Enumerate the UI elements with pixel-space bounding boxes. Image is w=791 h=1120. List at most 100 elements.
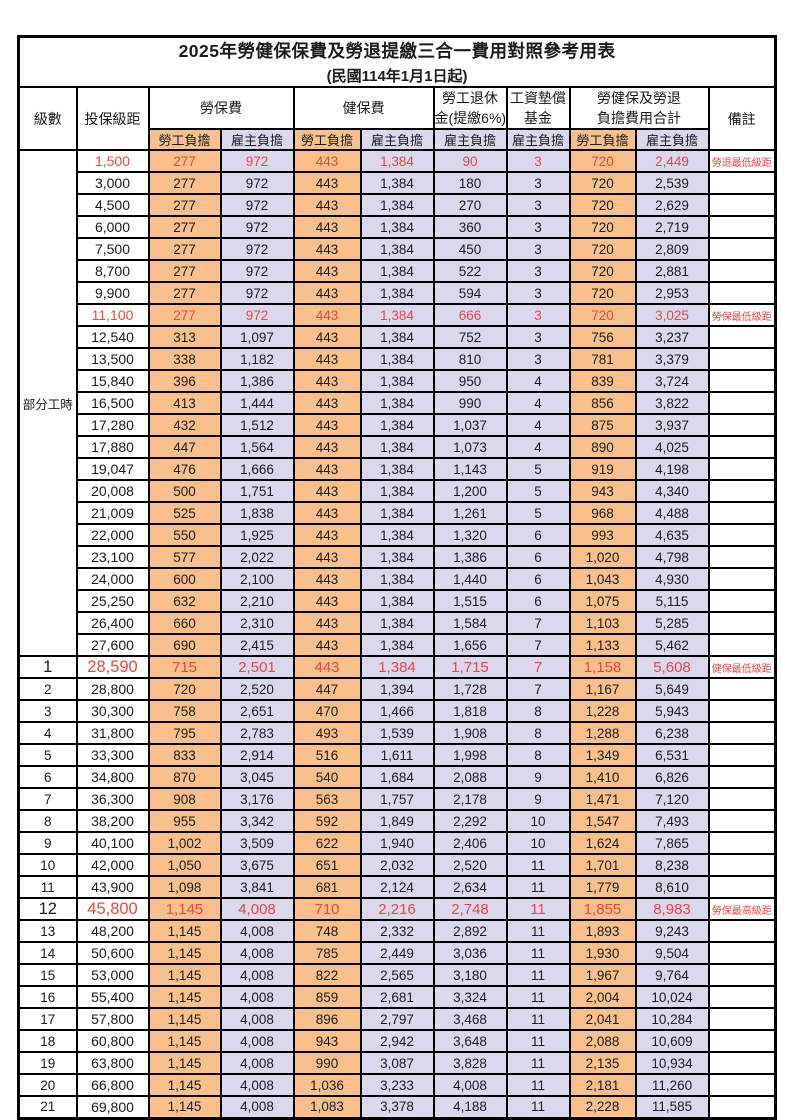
health-employee-cell: 622 [292, 831, 362, 855]
pension-employer-cell: 594 [432, 281, 508, 305]
labor-employee-cell: 1,145 [147, 1051, 222, 1075]
health-employee-cell: 443 [292, 589, 362, 613]
health-employee-cell: 1,083 [292, 1095, 362, 1119]
health-employer-cell: 2,449 [359, 941, 435, 965]
salary-cell: 26,400 [75, 611, 150, 635]
total-employee-cell: 2,135 [568, 1051, 637, 1075]
level-cell: 9 [17, 831, 78, 855]
table-row: 27,600 690 2,415 443 1,384 1,656 7 1,133 5,462 [19, 633, 777, 657]
labor-employer-cell: 3,675 [219, 853, 295, 877]
labor-employer-cell: 2,783 [219, 721, 295, 745]
labor-employee-cell: 277 [147, 215, 222, 239]
level-cell: 10 [17, 853, 78, 877]
health-employer-cell: 1,384 [359, 523, 435, 547]
col-header-salary-bracket: 投保級距 [75, 86, 150, 151]
wage-fund-employer-cell: 11 [505, 897, 571, 921]
pension-employer-cell: 990 [432, 391, 508, 415]
pension-employer-cell: 2,520 [432, 853, 508, 877]
salary-cell: 43,900 [75, 875, 150, 899]
note-cell [707, 171, 777, 195]
table-row: 20 66,800 1,145 4,008 1,036 3,233 4,008 11 2,181… [17, 1073, 777, 1097]
health-employer-cell: 2,332 [359, 919, 435, 943]
health-employee-cell: 443 [292, 435, 362, 459]
total-employer-cell: 5,285 [634, 611, 710, 635]
salary-cell: 28,590 [75, 655, 150, 679]
labor-employee-cell: 1,050 [147, 853, 222, 877]
wage-fund-employer-cell: 3 [505, 171, 571, 195]
total-employer-cell: 5,462 [634, 633, 710, 657]
health-employee-cell: 443 [292, 303, 362, 327]
note-cell [707, 281, 777, 305]
wage-fund-employer-cell: 6 [505, 523, 571, 547]
wage-fund-employer-cell: 7 [505, 655, 571, 679]
health-employer-cell: 3,378 [359, 1095, 435, 1119]
salary-cell: 60,800 [75, 1029, 150, 1053]
health-employee-cell: 943 [292, 1029, 362, 1053]
note-cell [707, 721, 777, 745]
table-row: 6 34,800 870 3,045 540 1,684 2,088 9 1,410 6,826 [17, 765, 777, 789]
total-employer-cell: 4,488 [634, 501, 710, 525]
table-row: 13,500 338 1,182 443 1,384 810 3 781 3,379 [19, 347, 777, 371]
table-row: 17 57,800 1,145 4,008 896 2,797 3,468 11 2,041 10… [17, 1007, 777, 1031]
health-employer-cell: 1,384 [359, 171, 435, 195]
labor-employee-cell: 577 [147, 545, 222, 569]
labor-employee-cell: 277 [147, 149, 222, 173]
table-row: 19 63,800 1,145 4,008 990 3,087 3,828 11 2,135 10… [17, 1051, 777, 1075]
note-cell: 勞保最低級距 [707, 303, 777, 327]
note-cell [707, 919, 777, 943]
total-employee-cell: 1,471 [568, 787, 637, 811]
total-employee-cell: 720 [568, 149, 637, 173]
health-employer-cell: 2,032 [359, 853, 435, 877]
pension-employer-cell: 666 [432, 303, 508, 327]
labor-employer-cell: 2,501 [219, 655, 295, 679]
labor-employee-cell: 1,145 [147, 941, 222, 965]
health-employee-cell: 443 [292, 479, 362, 503]
note-cell [707, 1029, 777, 1053]
pension-employer-cell: 1,715 [432, 655, 508, 679]
labor-employee-cell: 277 [147, 281, 222, 305]
pension-employer-cell: 450 [432, 237, 508, 261]
health-employee-cell: 443 [292, 281, 362, 305]
note-cell [707, 435, 777, 459]
wage-fund-employer-cell: 9 [505, 787, 571, 811]
labor-employee-cell: 277 [147, 237, 222, 261]
pension-employer-cell: 3,468 [432, 1007, 508, 1031]
labor-employer-cell: 2,022 [219, 545, 295, 569]
note-cell [707, 633, 777, 657]
salary-cell: 15,840 [75, 369, 150, 393]
table-row: 17,880 447 1,564 443 1,384 1,073 4 890 4,025 [19, 435, 777, 459]
total-employee-cell: 720 [568, 259, 637, 283]
labor-employee-cell: 550 [147, 523, 222, 547]
total-header-line1: 勞健保及勞退 [597, 90, 681, 106]
labor-employer-cell: 2,210 [219, 589, 295, 613]
wage-fund-employer-cell: 11 [505, 1073, 571, 1097]
total-employee-cell: 993 [568, 523, 637, 547]
total-employee-cell: 890 [568, 435, 637, 459]
labor-employer-cell: 4,008 [219, 1007, 295, 1031]
total-header-line2: 負擔費用合計 [597, 110, 681, 126]
total-employer-cell: 5,943 [634, 699, 710, 723]
total-employee-cell: 1,701 [568, 853, 637, 877]
labor-employer-cell: 2,310 [219, 611, 295, 635]
salary-cell: 38,200 [75, 809, 150, 833]
salary-cell: 31,800 [75, 721, 150, 745]
total-employee-cell: 856 [568, 391, 637, 415]
health-employee-cell: 785 [292, 941, 362, 965]
health-employee-cell: 443 [292, 523, 362, 547]
total-employee-cell: 1,930 [568, 941, 637, 965]
wage-fund-employer-cell: 7 [505, 611, 571, 635]
table-row: 5 33,300 833 2,914 516 1,611 1,998 8 1,349 6,531 [17, 743, 777, 767]
total-employer-cell: 3,237 [634, 325, 710, 349]
labor-employee-cell: 690 [147, 633, 222, 657]
labor-employer-cell: 972 [219, 237, 295, 261]
labor-employer-cell: 1,097 [219, 325, 295, 349]
salary-cell: 45,800 [75, 897, 150, 921]
level-cell: 1 [17, 655, 78, 679]
note-cell [707, 479, 777, 503]
labor-employee-cell: 1,145 [147, 1029, 222, 1053]
labor-employee-cell: 1,145 [147, 1073, 222, 1097]
labor-employer-cell: 972 [219, 281, 295, 305]
labor-employer-cell: 1,182 [219, 347, 295, 371]
note-cell [707, 787, 777, 811]
wage-fund-employer-cell: 11 [505, 1029, 571, 1053]
